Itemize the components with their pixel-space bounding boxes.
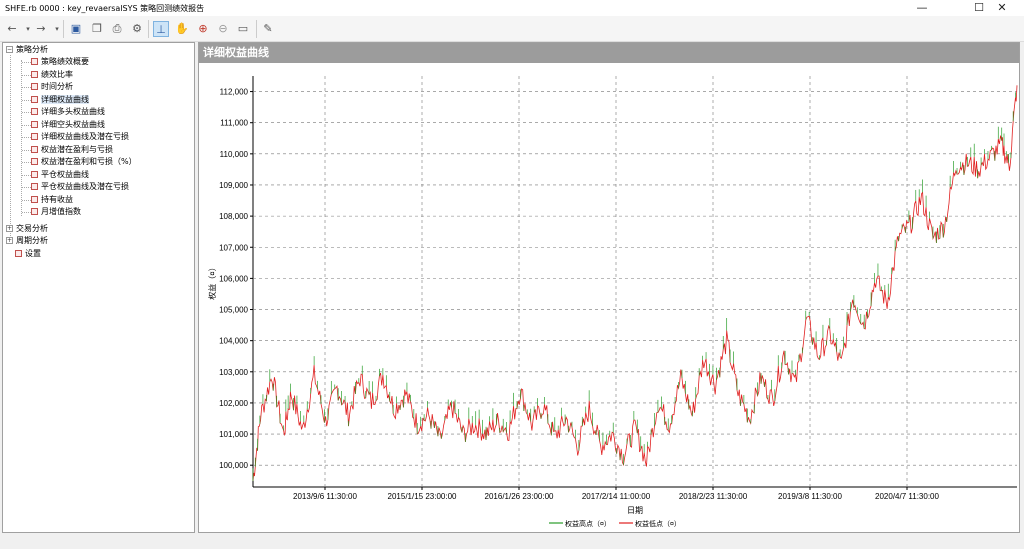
- x-tick-label: 2016/1/26 23:00:00: [485, 492, 555, 501]
- table-icon: [31, 58, 38, 65]
- legend-label-low: 权益低点（¤）: [635, 519, 681, 528]
- tree-item-label: 平仓权益曲线: [41, 169, 89, 179]
- tree-item-label: 时间分析: [41, 82, 73, 91]
- y-tick-label: 112,000: [220, 88, 249, 97]
- toolbar: ← ▾ → ▾ ▣ ❐ ⎙ ⚙ ⊥ ✋ ⊕ ⊖ ▭ ✎: [0, 16, 1024, 42]
- minimize-button[interactable]: —: [916, 1, 928, 14]
- y-tick-label: 110,000: [220, 150, 249, 159]
- tree-item-settings[interactable]: 设置: [15, 248, 41, 260]
- forward-dropdown-icon[interactable]: ▾: [55, 25, 59, 33]
- chart-icon: [31, 183, 38, 190]
- x-axis-label: 日期: [627, 506, 643, 515]
- chart-icon: [31, 145, 38, 153]
- table-icon: [15, 250, 22, 257]
- x-tick-label: 2019/3/8 11:30:00: [778, 492, 842, 501]
- chart-icon: [31, 120, 38, 128]
- tree-item-label: 详细权益曲线及潜在亏损: [41, 132, 129, 141]
- x-tick-label: 2018/2/23 11:30:00: [679, 492, 748, 501]
- forward-arrow-icon[interactable]: →: [36, 22, 46, 35]
- equity-low-line: [252, 85, 1018, 482]
- tree-item[interactable]: 详细权益曲线: [31, 94, 89, 106]
- y-tick-label: 102,000: [219, 399, 248, 408]
- x-tick-label: 2015/1/15 23:00:00: [388, 492, 458, 501]
- tree-item-label: 详细多头权益曲线: [41, 107, 105, 116]
- equity-chart[interactable]: 100,000 101,000 102,000 103,000 104,000 105,0…: [199, 43, 1019, 532]
- chart-icon: [31, 108, 38, 115]
- chart-icon: [31, 170, 38, 178]
- y-tick-label: 109,000: [219, 181, 248, 190]
- tree-item[interactable]: 平仓权益曲线及潜在亏损: [31, 181, 129, 193]
- copy-icon[interactable]: ❐: [92, 22, 102, 35]
- back-dropdown-icon[interactable]: ▾: [26, 25, 30, 33]
- crosshair-icon[interactable]: ⊥: [153, 21, 169, 37]
- zoom-out-icon[interactable]: ⊖: [218, 22, 228, 35]
- tree-item[interactable]: 策略绩效概要: [31, 56, 89, 68]
- expand-icon[interactable]: +: [6, 225, 13, 232]
- chart-icon: [31, 133, 38, 140]
- y-tick-label: 104,000: [219, 337, 248, 346]
- x-tick-label: 2020/4/7 11:30:00: [875, 492, 939, 501]
- x-tick-label: 2013/9/6 11:30:00: [293, 492, 357, 501]
- pencil-icon[interactable]: ✎: [263, 22, 273, 35]
- save-icon[interactable]: ▣: [70, 22, 82, 35]
- y-tick-label: 107,000: [219, 243, 248, 252]
- tree-item[interactable]: 月增值指数: [31, 206, 81, 218]
- tree-item-label: 绩效比率: [41, 69, 73, 79]
- tree-item[interactable]: 绩效比率: [31, 69, 73, 81]
- maximize-button[interactable]: ☐: [974, 1, 984, 14]
- expand-icon[interactable]: +: [6, 237, 13, 244]
- tree-item-label: 详细权益曲线: [41, 94, 89, 104]
- y-tick-label: 105,000: [219, 306, 248, 315]
- analysis-tree: − 策略分析 策略绩效概要 绩效比率时间分析详细权益曲线详细多头权益曲线 详细空头权益…: [2, 42, 195, 533]
- tree-item-label: 详细空头权益曲线: [41, 119, 105, 129]
- chart-panel: 详细权益曲线 100,000 101,000 102,000 103,000 104,0…: [198, 42, 1020, 533]
- window-titlebar: SHFE.rb 0000 : key_revaersalSYS 策略回测绩效报告…: [0, 0, 1024, 16]
- tree-item[interactable]: 时间分析: [31, 81, 73, 93]
- tree-root-trade-analysis[interactable]: + 交易分析: [6, 224, 48, 233]
- y-tick-label: 106,000: [219, 274, 248, 283]
- chart-icon: [31, 158, 38, 165]
- y-tick-label: 111,000: [220, 119, 248, 128]
- tree-item-label: 平仓权益曲线及潜在亏损: [41, 182, 129, 191]
- collapse-icon[interactable]: −: [6, 46, 13, 53]
- tree-item-label: 权益潜在盈利和亏损（%）: [41, 157, 137, 166]
- tree-item[interactable]: 详细多头权益曲线: [31, 106, 105, 118]
- y-axis-label: 权益（¤）: [207, 263, 217, 299]
- y-tick-label: 100,000: [219, 461, 248, 470]
- tree-item-label: 持有收益: [41, 194, 73, 204]
- tree-item[interactable]: 详细空头权益曲线: [31, 119, 105, 131]
- chart-icon: [31, 208, 38, 215]
- chart-icon: [31, 195, 38, 203]
- settings-icon[interactable]: ⚙: [132, 22, 142, 35]
- tree-root-period-analysis[interactable]: + 周期分析: [6, 236, 48, 245]
- table-icon: [31, 83, 38, 90]
- tree-root-strategy-analysis[interactable]: − 策略分析: [6, 45, 48, 54]
- zoom-in-icon[interactable]: ⊕: [198, 22, 208, 35]
- tree-item-label: 权益潜在盈利与亏损: [41, 144, 113, 154]
- y-tick-label: 108,000: [219, 212, 248, 221]
- tree-item-label: 策略绩效概要: [41, 57, 89, 66]
- window-title: SHFE.rb 0000 : key_revaersalSYS 策略回测绩效报告: [5, 4, 205, 13]
- close-button[interactable]: ✕: [997, 1, 1007, 14]
- legend-label-high: 权益高点（¤）: [565, 519, 611, 528]
- tree-item[interactable]: 持有收益: [31, 194, 73, 206]
- tree-item[interactable]: 平仓权益曲线: [31, 169, 89, 181]
- y-tick-label: 103,000: [219, 368, 248, 377]
- tree-item[interactable]: 详细权益曲线及潜在亏损: [31, 131, 129, 143]
- fit-window-icon[interactable]: ▭: [237, 22, 249, 35]
- x-tick-label: 2017/2/14 11:00:00: [582, 492, 651, 501]
- hand-pan-icon[interactable]: ✋: [175, 22, 189, 35]
- tree-item-label: 月增值指数: [41, 207, 81, 216]
- panel-title: 详细权益曲线: [199, 43, 1019, 63]
- table-icon: [31, 70, 38, 78]
- tree-item[interactable]: 权益潜在盈利与亏损: [31, 144, 113, 156]
- chart-icon: [31, 95, 38, 103]
- tree-item[interactable]: 权益潜在盈利和亏损（%）: [31, 156, 137, 168]
- y-tick-label: 101,000: [219, 430, 248, 439]
- print-icon[interactable]: ⎙: [112, 22, 122, 35]
- back-arrow-icon[interactable]: ←: [7, 22, 17, 35]
